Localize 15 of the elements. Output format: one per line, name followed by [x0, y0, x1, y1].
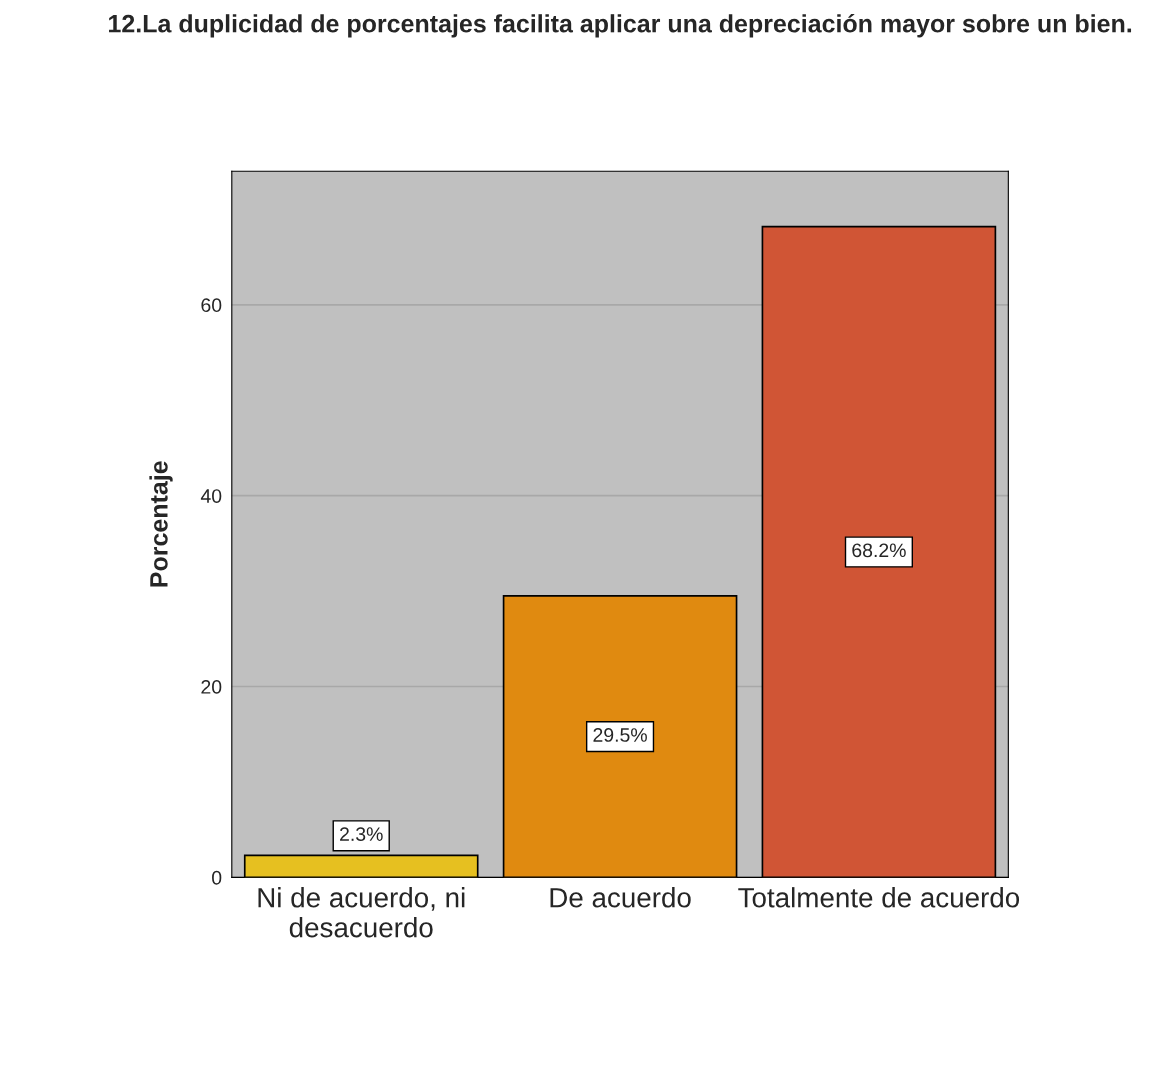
bar — [243, 854, 479, 878]
y-tick-label: 20 — [201, 680, 222, 694]
x-tick-label: Ni de acuerdo, ni desacuerdo — [258, 887, 465, 938]
y-axis-title: Porcentaje — [149, 461, 173, 587]
bar — [502, 595, 738, 878]
y-tick-label: 60 — [201, 298, 222, 313]
y-tick-label: 0 — [212, 870, 222, 885]
y-tick-label: 40 — [200, 489, 222, 503]
data-label: 29.5% — [593, 728, 647, 742]
chart-title: 12.La duplicidad de porcentajes facilita aplicar una depreciación mayor sobre un bien. — [109, 13, 1132, 38]
x-tick-label: Totalmente de acuerdo — [738, 887, 1020, 908]
data-label: 68.2% — [852, 543, 906, 558]
x-tick-label: De acuerdo — [550, 887, 691, 908]
bar — [761, 225, 997, 878]
data-label: 2.3% — [340, 827, 383, 842]
